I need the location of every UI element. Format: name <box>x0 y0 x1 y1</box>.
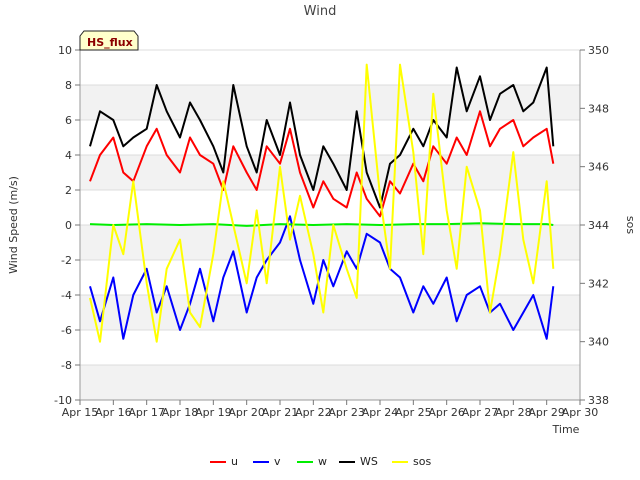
x-tick-label: Apr 15 <box>62 406 99 419</box>
x-tick-label: Apr 21 <box>262 406 299 419</box>
y2-tick-label: 344 <box>588 219 609 232</box>
x-tick-label: Apr 24 <box>362 406 399 419</box>
legend-label-v: v <box>274 455 281 468</box>
grid-band <box>80 50 580 85</box>
x-tick-label: Apr 22 <box>295 406 332 419</box>
hs-flux-badge: HS_flux <box>79 30 139 51</box>
y2-tick-label: 348 <box>588 102 609 115</box>
y2-tick-label: 342 <box>588 277 609 290</box>
x-tick-label: Apr 17 <box>128 406 165 419</box>
series-line-u <box>89 110 555 218</box>
y-tick-label: 4 <box>65 149 72 162</box>
series-layer <box>89 63 555 343</box>
x-tick-label: Apr 18 <box>162 406 199 419</box>
x-tick-label: Apr 20 <box>228 406 265 419</box>
x-tick-label: Apr 25 <box>395 406 432 419</box>
x-tick-label: Apr 28 <box>495 406 532 419</box>
x-tick-label: Apr 16 <box>95 406 132 419</box>
y2-axis-title: sos <box>624 216 637 234</box>
x-tick-label: Apr 23 <box>328 406 365 419</box>
series-line-w <box>89 222 554 227</box>
y2-tick-label: 346 <box>588 161 609 174</box>
legend-label-w: w <box>318 455 327 468</box>
y-tick-label: 0 <box>65 219 72 232</box>
grid-band <box>80 365 580 400</box>
legend: u v w WS sos <box>210 455 431 468</box>
y-tick-label: 10 <box>58 44 72 57</box>
grid-band <box>80 120 580 155</box>
y-tick-label: -4 <box>61 289 72 302</box>
grid-band <box>80 295 580 330</box>
y2-tick-label: 340 <box>588 336 609 349</box>
y-tick-label: 6 <box>65 114 72 127</box>
x-tick-label: Apr 26 <box>428 406 465 419</box>
grid-band <box>80 155 580 190</box>
y-axis-title: Wind Speed (m/s) <box>7 176 20 274</box>
y-tick-label: -8 <box>61 359 72 372</box>
series-line-ws <box>89 66 555 209</box>
grid-band <box>80 330 580 365</box>
series-line-sos <box>89 63 555 343</box>
x-axis-title: Time <box>552 423 580 436</box>
y-tick-label: -6 <box>61 324 72 337</box>
x-tick-label: Apr 27 <box>462 406 499 419</box>
series-line-v <box>89 215 555 340</box>
badge-label: HS_flux <box>87 36 133 49</box>
x-tick-label: Apr 30 <box>562 406 599 419</box>
y-tick-label: 8 <box>65 79 72 92</box>
y-tick-label: 2 <box>65 184 72 197</box>
y-tick-label: -2 <box>61 254 72 267</box>
y-tick-label: -10 <box>54 394 72 407</box>
grid-band <box>80 190 580 225</box>
x-tick-label: Apr 29 <box>528 406 565 419</box>
chart-title: Wind <box>304 4 337 19</box>
y2-tick-label: 350 <box>588 44 609 57</box>
legend-label-ws: WS <box>360 455 378 468</box>
legend-label-sos: sos <box>413 455 431 468</box>
x-tick-label: Apr 19 <box>195 406 232 419</box>
y2-tick-label: 338 <box>588 394 609 407</box>
legend-label-u: u <box>231 455 238 468</box>
